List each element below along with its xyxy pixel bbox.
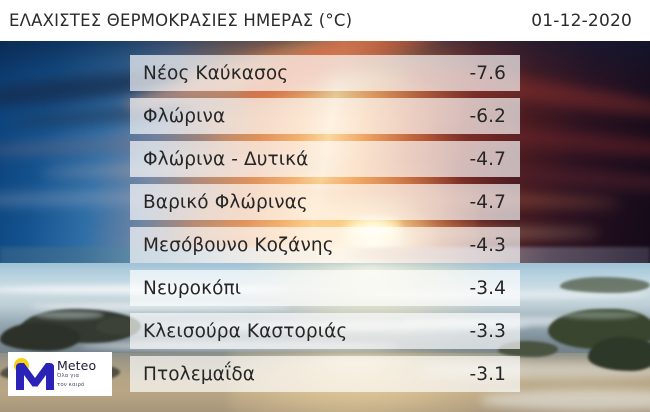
temperature-value: -6.2 [469, 105, 506, 127]
page-title: ΕΛΑΧΙΣΤΕΣ ΘΕΡΜΟΚΡΑΣΙΕΣ ΗΜΕΡΑΣ (°C) [9, 11, 353, 30]
meteo-tagline-line2: τον καιρό [57, 381, 85, 388]
table-row: Βαρικό Φλώρινας -4.7 [130, 184, 520, 220]
meteo-logo-text: Meteo Όλα για τον καιρό [57, 359, 96, 389]
temperature-value: -3.1 [469, 363, 506, 385]
temperature-value: -4.7 [469, 191, 506, 213]
table-row: Πτολεμαΐδα -3.1 [130, 356, 520, 392]
rock [0, 323, 80, 351]
table-row: Νευροκόπι -3.4 [130, 270, 520, 306]
station-name: Πτολεμαΐδα [143, 363, 256, 385]
meteo-logo-mark [12, 357, 54, 391]
letter-m-icon [16, 363, 54, 390]
table-row: Κλεισούρα Καστοριάς -3.3 [130, 313, 520, 349]
station-name: Φλώρινα - Δυτικά [143, 148, 309, 170]
station-name: Βαρικό Φλώρινας [143, 191, 308, 213]
temperature-value: -3.3 [469, 320, 506, 342]
temperature-value: -7.6 [469, 62, 506, 84]
station-name: Φλώρινα [143, 105, 226, 127]
header-bar: ΕΛΑΧΙΣΤΕΣ ΘΕΡΜΟΚΡΑΣΙΕΣ ΗΜΕΡΑΣ (°C) 01-12… [0, 0, 650, 41]
temperature-list: Νέος Καύκασος -7.6 Φλώρινα -6.2 Φλώρινα … [130, 55, 520, 392]
rock [560, 277, 650, 293]
meteo-tagline-line1: Όλα για [57, 373, 80, 380]
rock [588, 337, 650, 371]
meteo-logo[interactable]: Meteo Όλα για τον καιρό [8, 352, 112, 396]
meteo-wordmark: Meteo [57, 358, 97, 374]
station-name: Κλεισούρα Καστοριάς [143, 320, 348, 342]
header-date: 01-12-2020 [531, 10, 632, 31]
temperature-value: -4.7 [469, 148, 506, 170]
station-name: Νέος Καύκασος [143, 62, 289, 84]
temperature-value: -4.3 [469, 234, 506, 256]
table-row: Νέος Καύκασος -7.6 [130, 55, 520, 91]
table-row: Φλώρινα - Δυτικά -4.7 [130, 141, 520, 177]
table-row: Φλώρινα -6.2 [130, 98, 520, 134]
table-row: Μεσόβουνο Κοζάνης -4.3 [130, 227, 520, 263]
rock [96, 317, 140, 335]
station-name: Μεσόβουνο Κοζάνης [143, 234, 334, 256]
temperature-value: -3.4 [469, 277, 506, 299]
station-name: Νευροκόπι [143, 277, 242, 299]
